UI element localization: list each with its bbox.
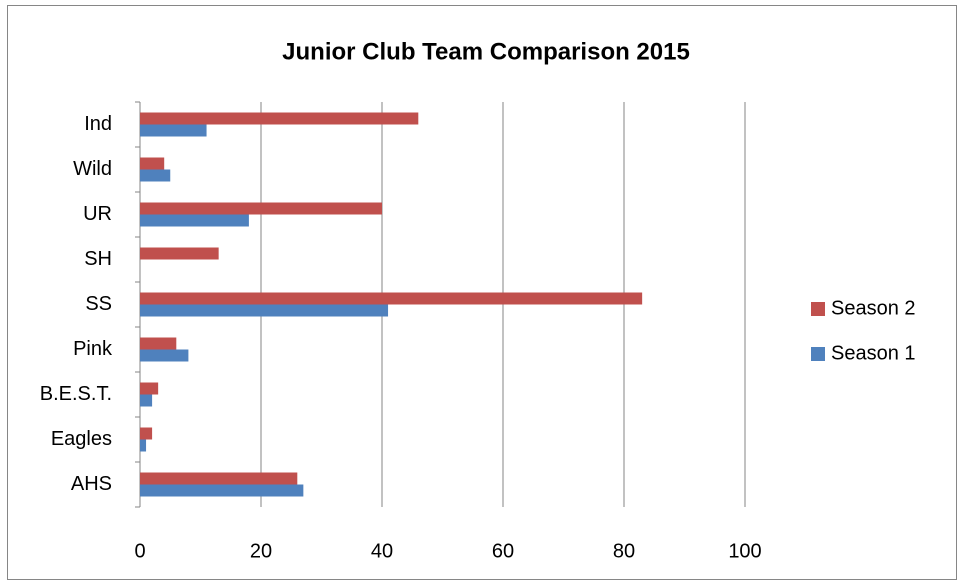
bar (140, 394, 153, 407)
bar (140, 439, 147, 452)
legend-swatch (811, 347, 825, 361)
bar (140, 337, 177, 350)
bar (140, 382, 159, 395)
bar (140, 349, 189, 362)
bar (140, 472, 298, 485)
x-tick-label: 80 (613, 540, 635, 562)
bar (140, 112, 419, 125)
chart-title: Junior Club Team Comparison 2015 (282, 38, 690, 65)
y-tick-label: SH (84, 248, 112, 270)
y-tick-label: SS (85, 293, 112, 315)
bar (140, 292, 643, 305)
y-tick-label: UR (83, 203, 112, 225)
bar (140, 157, 165, 170)
x-tick-label: 20 (250, 540, 272, 562)
bar (140, 484, 304, 497)
x-tick-label: 60 (492, 540, 514, 562)
y-tick-label: Eagles (51, 428, 112, 450)
bar (140, 124, 207, 137)
bar (140, 214, 249, 227)
y-tick-label: Wild (73, 158, 112, 180)
y-tick-label: Ind (84, 113, 112, 135)
bar (140, 304, 389, 317)
y-tick-label: B.E.S.T. (40, 383, 112, 405)
y-tick-label: Pink (73, 338, 113, 360)
legend-swatch (811, 302, 825, 316)
legend-label: Season 1 (831, 342, 916, 364)
x-tick-label: 100 (728, 540, 761, 562)
bar (140, 247, 219, 260)
bar (140, 169, 171, 182)
y-tick-label: AHS (71, 473, 112, 495)
legend-label: Season 2 (831, 297, 916, 319)
x-tick-label: 40 (371, 540, 393, 562)
x-tick-label: 0 (134, 540, 145, 562)
bar (140, 427, 153, 440)
bar (140, 202, 382, 215)
